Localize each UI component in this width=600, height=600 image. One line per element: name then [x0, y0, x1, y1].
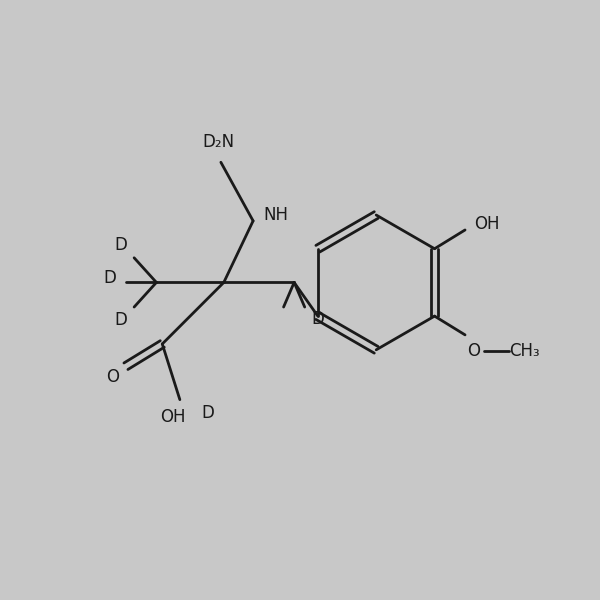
Text: D: D	[202, 404, 214, 422]
Text: NH: NH	[263, 206, 288, 224]
Text: OH: OH	[475, 215, 500, 233]
Text: D: D	[115, 236, 128, 254]
Text: D: D	[311, 310, 324, 328]
Text: CH₃: CH₃	[509, 342, 540, 360]
Text: D₂N: D₂N	[202, 133, 234, 151]
Text: OH: OH	[160, 408, 185, 426]
Text: D: D	[103, 269, 116, 287]
Text: O: O	[467, 342, 481, 360]
Text: D: D	[115, 311, 128, 329]
Text: O: O	[107, 368, 119, 386]
